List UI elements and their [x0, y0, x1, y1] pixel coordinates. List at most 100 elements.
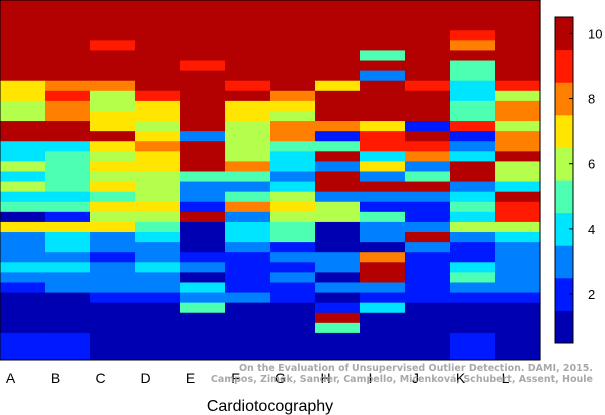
heatmap-cell	[315, 20, 361, 31]
heatmap-cell	[270, 40, 316, 52]
heatmap-cell	[450, 151, 496, 163]
heatmap-cell	[135, 252, 181, 263]
colorbar-tick-label: 4	[588, 222, 595, 237]
heatmap-cell	[90, 161, 136, 173]
heatmap-cell	[315, 90, 361, 102]
heatmap-cell	[405, 20, 451, 31]
heatmap-cell	[270, 151, 316, 163]
heatmap-cell	[45, 282, 91, 294]
heatmap-cell	[0, 181, 46, 193]
heatmap-cell	[450, 50, 496, 62]
heatmap-cell	[90, 151, 136, 163]
heatmap-cell	[45, 292, 91, 304]
heatmap-cell	[270, 121, 316, 132]
x-tick-label: I	[369, 370, 373, 386]
heatmap-cell	[495, 221, 541, 233]
heatmap-cell	[360, 20, 406, 31]
heatmap-cell	[135, 191, 181, 203]
heatmap-cell	[270, 322, 316, 334]
heatmap-cell	[450, 221, 496, 233]
heatmap-cell	[315, 292, 361, 304]
heatmap-cell	[225, 90, 271, 102]
heatmap-cell	[135, 0, 181, 11]
heatmap-cell	[180, 322, 226, 334]
heatmap-cell	[360, 30, 406, 41]
heatmap-cell	[450, 262, 496, 273]
heatmap-cell	[315, 201, 361, 213]
heatmap-cell	[405, 100, 451, 112]
x-axis-label: Cardiotocography	[207, 398, 333, 415]
heatmap-cell	[0, 232, 46, 243]
heatmap-cell	[225, 282, 271, 294]
heatmap-cell	[495, 100, 541, 112]
heatmap-cell	[135, 40, 181, 52]
heatmap-cell	[360, 110, 406, 122]
heatmap-cell	[315, 161, 361, 173]
heatmap-cell	[270, 191, 316, 203]
heatmap-cell	[225, 161, 271, 173]
x-tick-label: F	[231, 370, 240, 386]
heatmap-cell	[0, 282, 46, 294]
heatmap-cell	[495, 181, 541, 193]
heatmap-cell	[450, 161, 496, 173]
heatmap-cell	[495, 262, 541, 273]
heatmap-cell	[0, 161, 46, 173]
heatmap-cell	[450, 100, 496, 112]
heatmap-cell	[135, 312, 181, 324]
heatmap-cell	[360, 221, 406, 233]
heatmap-cell	[405, 10, 451, 21]
heatmap-cell	[495, 201, 541, 213]
heatmap-cell	[360, 40, 406, 52]
heatmap-cell	[0, 302, 46, 314]
heatmap-cell	[225, 232, 271, 243]
heatmap-cell	[0, 50, 46, 62]
heatmap-cell	[495, 272, 541, 284]
heatmap-cell	[360, 272, 406, 284]
heatmap-cell	[180, 70, 226, 82]
heatmap-cell	[450, 232, 496, 243]
heatmap-cell	[270, 181, 316, 193]
heatmap-cell	[0, 90, 46, 102]
heatmap-cell	[405, 312, 451, 324]
heatmap-cell	[45, 252, 91, 263]
heatmap-cell	[315, 141, 361, 152]
heatmap-cell	[180, 252, 226, 263]
heatmap-cell	[135, 30, 181, 41]
heatmap-cell	[0, 141, 46, 152]
heatmap-cell	[360, 171, 406, 183]
x-tick-label: B	[51, 370, 60, 386]
heatmap-cell	[315, 50, 361, 62]
heatmap-cell	[405, 60, 451, 72]
heatmap-cell	[45, 0, 91, 11]
heatmap-cell	[0, 322, 46, 334]
colorbar-swatch	[555, 277, 573, 311]
heatmap-cell	[90, 50, 136, 62]
heatmap-cell	[180, 292, 226, 304]
heatmap-cell	[0, 272, 46, 284]
colorbar-ticks: 2 4 6 8 10	[569, 26, 602, 302]
heatmap-cell	[405, 110, 451, 122]
heatmap-cell	[225, 332, 271, 344]
heatmap-cell	[180, 312, 226, 324]
heatmap-cell	[450, 343, 496, 360]
heatmap-cell	[225, 312, 271, 324]
heatmap-cell	[405, 0, 451, 11]
heatmap-cell	[270, 0, 316, 11]
heatmap-cell	[495, 40, 541, 52]
heatmap-cell	[135, 272, 181, 284]
heatmap-cell	[360, 161, 406, 173]
heatmap-cell	[225, 80, 271, 92]
heatmap-cell	[225, 60, 271, 72]
heatmap-cell	[405, 191, 451, 203]
heatmap-cell	[270, 161, 316, 173]
heatmap-cell	[270, 343, 316, 360]
heatmap-cell	[315, 312, 361, 324]
heatmap-cell	[90, 191, 136, 203]
heatmap-cell	[495, 211, 541, 223]
heatmap-cell	[0, 242, 46, 253]
heatmap-cell	[450, 272, 496, 284]
heatmap-cell	[495, 191, 541, 203]
heatmap-cell	[405, 332, 451, 344]
heatmap-cell	[270, 70, 316, 82]
heatmap-cell	[180, 201, 226, 213]
